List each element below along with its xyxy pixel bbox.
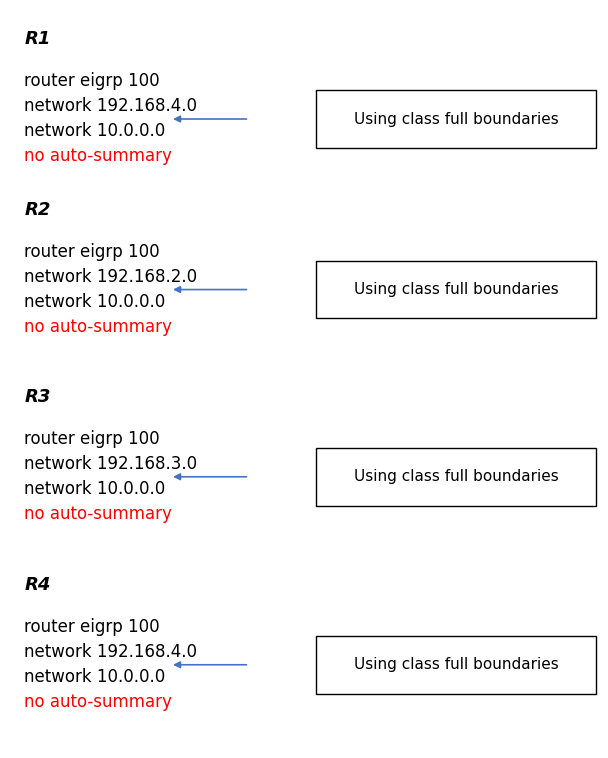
Text: no auto-summary: no auto-summary [24, 505, 172, 523]
FancyBboxPatch shape [316, 448, 596, 506]
Text: R2: R2 [24, 201, 50, 219]
Text: no auto-summary: no auto-summary [24, 693, 172, 711]
Text: router eigrp 100: router eigrp 100 [24, 243, 160, 261]
Text: no auto-summary: no auto-summary [24, 318, 172, 336]
FancyBboxPatch shape [316, 261, 596, 318]
Text: network 192.168.3.0: network 192.168.3.0 [24, 455, 198, 473]
FancyBboxPatch shape [316, 90, 596, 148]
Text: network 10.0.0.0: network 10.0.0.0 [24, 122, 165, 140]
Text: network 192.168.2.0: network 192.168.2.0 [24, 268, 198, 286]
Text: no auto-summary: no auto-summary [24, 147, 172, 165]
Text: Using class full boundaries: Using class full boundaries [354, 111, 558, 127]
Text: network 10.0.0.0: network 10.0.0.0 [24, 480, 165, 498]
Text: R4: R4 [24, 576, 50, 594]
Text: router eigrp 100: router eigrp 100 [24, 430, 160, 448]
Text: Using class full boundaries: Using class full boundaries [354, 282, 558, 297]
Text: Using class full boundaries: Using class full boundaries [354, 469, 558, 484]
Text: router eigrp 100: router eigrp 100 [24, 72, 160, 90]
Text: network 192.168.4.0: network 192.168.4.0 [24, 97, 198, 115]
Text: R3: R3 [24, 388, 50, 406]
FancyBboxPatch shape [316, 636, 596, 694]
Text: network 10.0.0.0: network 10.0.0.0 [24, 293, 165, 311]
Text: R1: R1 [24, 30, 50, 49]
Text: Using class full boundaries: Using class full boundaries [354, 657, 558, 672]
Text: router eigrp 100: router eigrp 100 [24, 618, 160, 636]
Text: network 192.168.4.0: network 192.168.4.0 [24, 643, 198, 661]
Text: network 10.0.0.0: network 10.0.0.0 [24, 668, 165, 686]
